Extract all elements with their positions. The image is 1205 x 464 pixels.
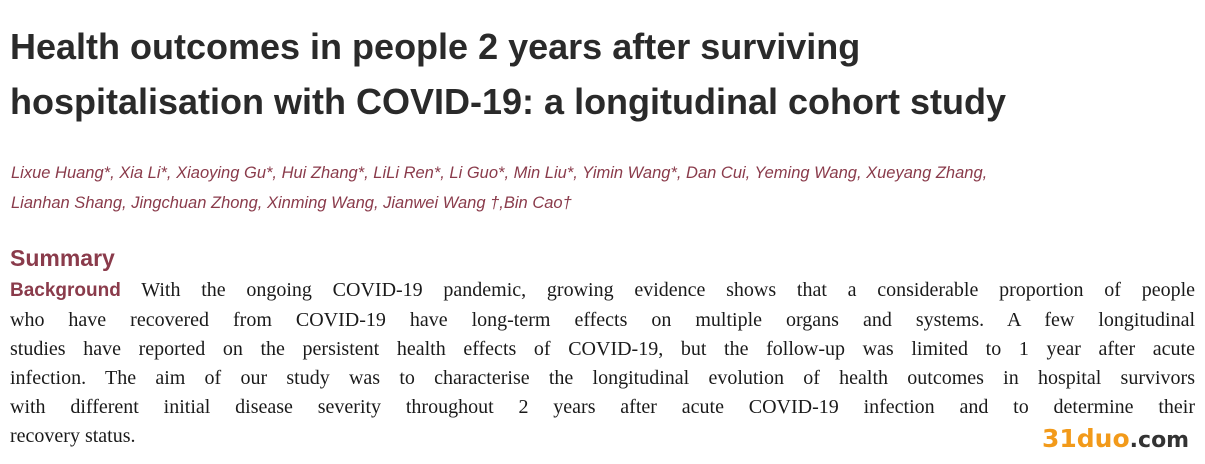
body-line: recovery status. [10,425,136,447]
authors-line: Lianhan Shang, Jingchuan Zhong, Xinming … [11,194,572,212]
body-line: who have recovered from COVID-19 have lo… [10,309,1195,331]
summary-heading: Summary [10,245,115,271]
title-line: hospitalisation with COVID-19: a longitu… [10,81,1007,122]
watermark-main: 31duo [1042,424,1130,453]
watermark-suffix: .com [1129,428,1190,453]
watermark: 31duo.com [1042,424,1189,453]
title-line: Health outcomes in people 2 years after … [10,26,861,67]
background-label: Background [10,280,121,301]
body-text: With the ongoing COVID-19 pandemic, grow… [141,279,1195,301]
body-line: Background With the ongoing COVID-19 pan… [10,279,1195,302]
body-line: studies have reported on the persistent … [10,338,1195,360]
body-line: infection. The aim of our study was to c… [10,367,1195,389]
body-line: with different initial disease severity … [10,396,1195,418]
authors-line: Lixue Huang*, Xia Li*, Xiaoying Gu*, Hui… [11,164,988,182]
